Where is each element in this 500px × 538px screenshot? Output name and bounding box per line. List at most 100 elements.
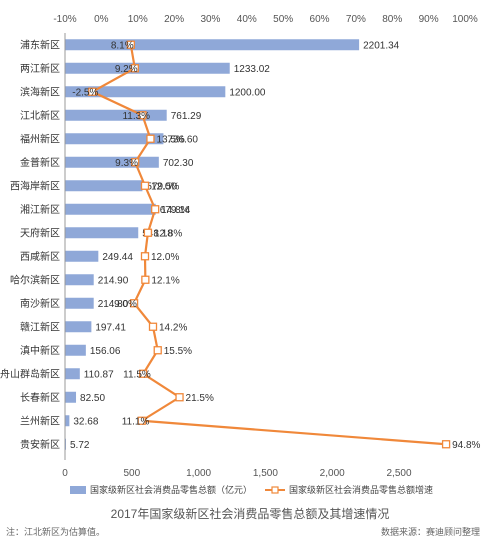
bar-value-label: 579.50 [146, 181, 177, 192]
bar-value-label: 736.60 [167, 134, 198, 145]
category-label: 滇中新区 [20, 344, 60, 357]
category-label: 江北新区 [20, 109, 60, 122]
top-tick-label: 80% [382, 14, 402, 25]
growth-label: 12.0% [151, 252, 179, 263]
bar [65, 203, 156, 215]
growth-label: 13.5% [156, 134, 184, 145]
growth-point [441, 440, 451, 449]
bar [65, 180, 143, 192]
bottom-tick-label: 1,500 [253, 468, 278, 479]
growth-point [137, 416, 146, 425]
top-tick-label: 100% [452, 14, 478, 25]
bar [65, 156, 159, 168]
top-tick-label: 40% [237, 14, 257, 25]
bar-value-label: 2201.34 [363, 40, 400, 51]
growth-point [141, 275, 150, 284]
growth-label: 94.8% [452, 440, 480, 451]
bar-value-label: 156.06 [90, 346, 121, 357]
growth-point [151, 205, 160, 214]
top-tick-label: 60% [310, 14, 330, 25]
bottom-tick-label: 500 [123, 468, 140, 479]
bar-value-label: 679.14 [160, 205, 191, 216]
bar [65, 415, 70, 427]
growth-label: 12.8% [154, 228, 182, 239]
bar [65, 391, 77, 403]
category-label: 舟山群岛新区 [0, 367, 60, 380]
growth-point [131, 158, 140, 167]
bar [65, 274, 94, 286]
bar-value-label: 702.30 [163, 158, 194, 169]
chart-note: 注：江北新区为估算值。 [6, 527, 106, 537]
bar [65, 227, 139, 239]
growth-point [175, 393, 184, 402]
top-tick-label: 0% [94, 14, 109, 25]
bar [65, 133, 164, 145]
growth-line: 8.1% 9.2% -2.5% 11.3% 13.5% 9.3% 12.0% 14.8% 12.… [72, 40, 480, 451]
top-tick-label: -10% [53, 14, 76, 25]
bar [65, 86, 226, 98]
growth-point [130, 64, 139, 73]
growth-label: 8.1% [111, 40, 134, 51]
top-tick-label: 10% [128, 14, 148, 25]
bar-value-label: 1233.02 [234, 64, 271, 75]
bar [65, 368, 80, 380]
growth-point [126, 40, 135, 49]
category-label: 长春新区 [20, 391, 60, 404]
bar [65, 250, 99, 262]
bar-value-labels: 2201.34 1233.02 1200.00 761.29 736.60 702.30 5… [70, 40, 400, 451]
growth-label: 14.2% [159, 322, 187, 333]
bar [65, 39, 360, 51]
growth-label: 9.2% [115, 64, 138, 75]
chart-title: 2017年国家级新区社会消费品零售总额及其增速情况 [110, 507, 390, 521]
top-tick-label: 70% [346, 14, 366, 25]
top-tick-label: 90% [419, 14, 439, 25]
bar-value-label: 214.80 [98, 299, 129, 310]
growth-point [140, 252, 150, 261]
category-label: 南沙新区 [20, 297, 60, 310]
category-label: 湘江新区 [20, 203, 60, 216]
growth-label: 12.0% [151, 181, 179, 192]
bottom-tick-label: 0 [62, 468, 68, 479]
category-label: 西咸新区 [20, 250, 60, 263]
bar [65, 297, 94, 309]
growth-point [153, 346, 162, 355]
bottom-axis: 0 500 1,000 1,500 2,000 2,500 [62, 468, 412, 479]
bars [65, 39, 360, 450]
category-label: 浦东新区 [20, 38, 60, 51]
category-label: 赣江新区 [20, 320, 60, 333]
legend-line-label: 国家级新区社会消费品零售总额增速 [289, 484, 433, 495]
growth-label: 9.3% [115, 158, 138, 169]
legend-bar-swatch [70, 486, 86, 494]
category-label: 天府新区 [20, 226, 60, 239]
growth-label: 11.5% [123, 369, 151, 380]
growth-point [139, 369, 148, 378]
category-label: 两江新区 [20, 62, 60, 75]
bar [65, 109, 167, 121]
growth-label: 21.5% [186, 393, 214, 404]
growth-label: 15.5% [164, 346, 192, 357]
category-label: 哈尔滨新区 [10, 273, 60, 286]
growth-point [88, 87, 97, 96]
bar-value-label: 32.68 [73, 416, 98, 427]
growth-point [148, 322, 158, 331]
bar-value-label: 197.41 [95, 322, 126, 333]
growth-point [138, 111, 147, 120]
bar-value-label: 249.44 [102, 252, 133, 263]
category-label: 滨海新区 [20, 85, 60, 98]
bottom-tick-label: 2,500 [386, 468, 411, 479]
growth-point [146, 134, 155, 143]
category-label: 金普新区 [20, 156, 60, 169]
growth-label: 9.0% [114, 299, 137, 310]
category-label: 兰州新区 [20, 414, 60, 427]
bar-value-label: 1200.00 [229, 87, 266, 98]
growth-label: 14.8% [161, 205, 189, 216]
growth-label: 12.1% [151, 275, 179, 286]
bottom-tick-label: 1,000 [186, 468, 211, 479]
top-tick-label: 30% [200, 14, 220, 25]
chart-source: 数据来源：赛迪顾问整理 [380, 527, 480, 537]
bar-value-label: 110.87 [84, 369, 114, 380]
growth-point [140, 181, 150, 190]
top-tick-label: 20% [164, 14, 184, 25]
growth-label: 11.3% [122, 111, 150, 122]
